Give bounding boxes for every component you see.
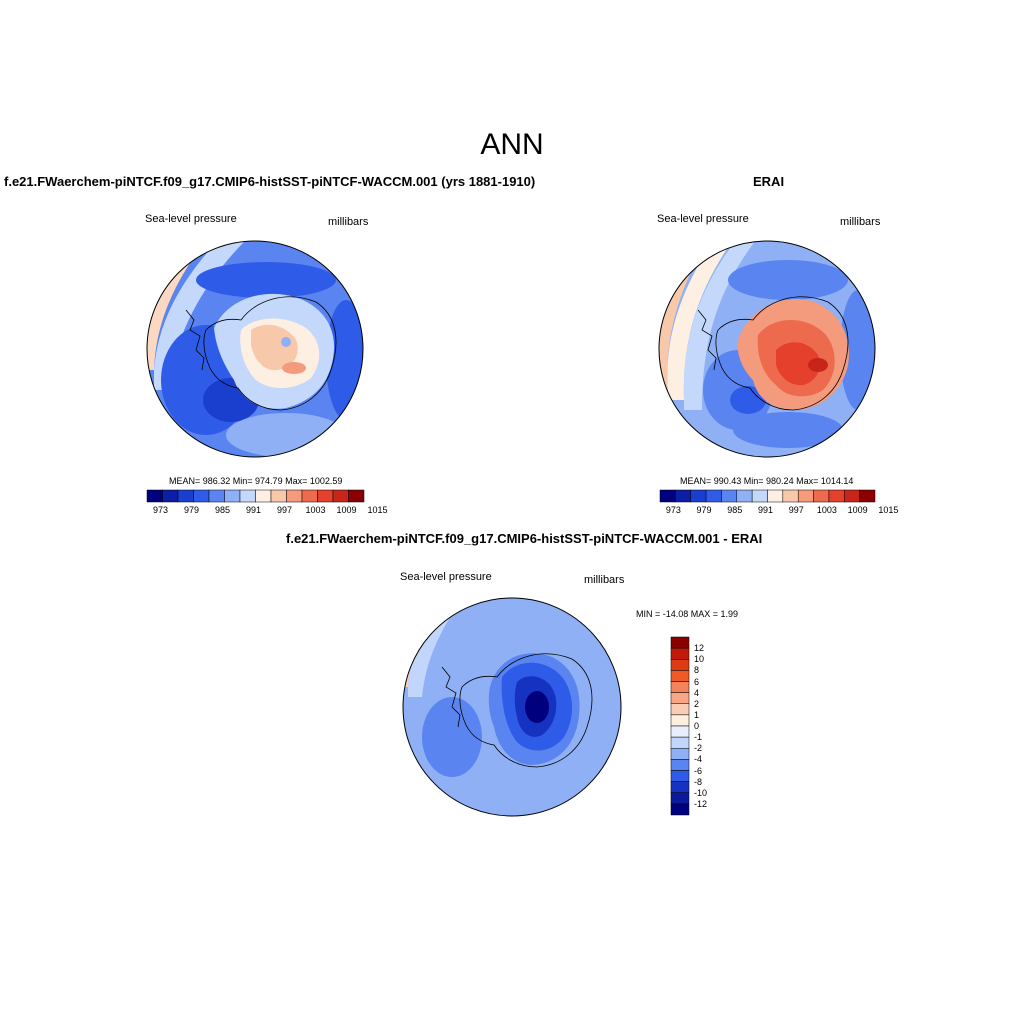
diff-colorbar-swatch	[670, 781, 690, 793]
model-colorbar-tick-label: 1003	[305, 505, 326, 515]
diff-panel-title: f.e21.FWaerchem-piNTCF.f09_g17.CMIP6-his…	[286, 531, 763, 546]
diff-colorbar-swatch	[670, 736, 690, 749]
model-units-label: millibars	[328, 216, 369, 228]
diff-colorbar-tick-label: -12	[694, 798, 708, 809]
diff-colorbar-tick-label: 2	[694, 698, 700, 709]
model-variable-label: Sea-level pressure	[145, 213, 237, 225]
model-colorbar-tick-label: 985	[214, 505, 231, 515]
obs-colorbar-swatch	[782, 489, 799, 503]
diff-colorbar-swatch	[670, 714, 690, 727]
diff-colorbar-swatch	[670, 770, 690, 782]
diff-stats: MIN = -14.08 MAX = 1.99	[636, 609, 739, 619]
diff-colorbar-tick-label: -1	[694, 732, 703, 743]
diff-polar-map	[402, 597, 622, 817]
diff-units-label: millibars	[584, 574, 625, 586]
model-colorbar-swatch	[301, 489, 318, 503]
obs-colorbar-swatch	[844, 489, 860, 503]
model-colorbar-swatch	[270, 489, 287, 503]
diff-colorbar-tick-label: -10	[694, 787, 708, 798]
obs-colorbar-swatch	[813, 489, 830, 503]
obs-colorbar-swatch	[751, 489, 768, 503]
obs-colorbar-swatch	[797, 489, 814, 503]
diff-colorbar-swatch	[670, 692, 690, 704]
obs-variable-label: Sea-level pressure	[657, 213, 749, 225]
model-colorbar-swatch	[255, 489, 272, 503]
diff-colorbar-tick-label: -2	[694, 743, 703, 754]
obs-colorbar-swatch	[721, 489, 738, 503]
model-colorbar-swatch	[332, 489, 349, 503]
diff-colorbar-swatch	[670, 748, 690, 760]
diff-colorbar-swatch	[670, 703, 690, 716]
obs-colorbar-tick-label: 991	[757, 505, 774, 515]
model-colorbar-labels: 973 979 985 991 997 1003 1009 1015	[147, 505, 388, 517]
diff-colorbar-tick-label: -4	[694, 754, 703, 765]
diff-colorbar-labels: 12 10 8 6 4 2 1 0 -1 -2 -4 -6 -8 -10 -12	[692, 637, 732, 815]
model-colorbar-tick-label: 1009	[336, 505, 357, 515]
obs-panel-title: ERAI	[753, 174, 785, 189]
obs-colorbar	[659, 489, 876, 503]
figure-title: ANN	[480, 128, 544, 161]
obs-colorbar-swatch	[859, 489, 876, 503]
model-panel-title: f.e21.FWaerchem-piNTCF.f09_g17.CMIP6-his…	[4, 174, 536, 189]
diff-colorbar-tick-label: -8	[694, 776, 703, 787]
obs-colorbar-swatch	[828, 489, 845, 503]
diff-colorbar-swatch	[670, 792, 690, 805]
diff-colorbar-swatch	[670, 725, 690, 738]
model-polar-map	[146, 240, 364, 458]
model-colorbar-tick-label: 991	[245, 505, 262, 515]
diff-colorbar-tick-label: -6	[694, 765, 703, 776]
diff-colorbar-swatch	[670, 670, 690, 682]
model-colorbar-swatch	[348, 489, 365, 503]
diff-colorbar-tick-label: 10	[694, 654, 705, 665]
model-stats: MEAN= 986.32 Min= 974.79 Max= 1002.59	[169, 476, 343, 486]
model-colorbar-tick-label: 1015	[367, 505, 388, 515]
diff-colorbar-tick-label: 12	[694, 643, 705, 654]
model-colorbar-tick-label: 979	[183, 505, 200, 515]
obs-colorbar-tick-label: 979	[696, 505, 712, 515]
diff-colorbar-tick-label: 6	[694, 676, 700, 687]
diff-colorbar-tick-label: 1	[694, 709, 700, 720]
obs-colorbar-swatch	[690, 489, 707, 503]
model-colorbar-tick-label: 997	[276, 505, 293, 515]
obs-colorbar-tick-label: 1009	[847, 505, 868, 515]
diff-colorbar-swatch	[670, 636, 690, 649]
diff-colorbar	[670, 636, 690, 816]
obs-colorbar-tick-label: 973	[665, 505, 681, 515]
diff-colorbar-swatch	[670, 759, 690, 771]
model-colorbar-swatch	[146, 489, 163, 503]
obs-colorbar-labels: 973 979 985 991 997 1003 1009 1015	[660, 505, 899, 517]
diff-colorbar-tick-label: 0	[694, 721, 700, 731]
diff-colorbar-tick-label: 4	[694, 687, 700, 698]
diff-colorbar-tick-label: 8	[694, 665, 700, 676]
model-colorbar-swatch	[239, 489, 256, 503]
diff-colorbar-swatch	[670, 681, 690, 693]
model-colorbar-swatch	[224, 489, 241, 503]
diff-colorbar-swatch	[670, 647, 690, 660]
obs-colorbar-swatch	[705, 489, 722, 503]
obs-colorbar-tick-label: 1003	[816, 505, 837, 515]
obs-stats: MEAN= 990.43 Min= 980.24 Max= 1014.14	[680, 476, 854, 486]
obs-colorbar-swatch	[675, 489, 691, 503]
model-colorbar-swatch	[177, 489, 194, 503]
obs-colorbar-swatch	[659, 489, 676, 503]
obs-colorbar-tick-label: 1015	[878, 505, 899, 515]
obs-colorbar-tick-label: 985	[727, 505, 743, 515]
obs-colorbar-tick-label: 997	[788, 505, 804, 515]
model-colorbar-swatch	[317, 489, 334, 503]
diff-colorbar-swatch	[670, 803, 690, 816]
model-colorbar-swatch	[193, 489, 210, 503]
model-colorbar-swatch	[162, 489, 179, 503]
model-colorbar-swatch	[286, 489, 303, 503]
model-colorbar-swatch	[208, 489, 225, 503]
model-colorbar	[146, 489, 365, 503]
obs-colorbar-swatch	[736, 489, 753, 503]
obs-polar-map	[658, 240, 876, 458]
obs-colorbar-swatch	[767, 489, 784, 503]
model-colorbar-tick-label: 973	[152, 505, 169, 515]
diff-variable-label: Sea-level pressure	[400, 571, 492, 583]
diff-colorbar-swatch	[670, 659, 690, 671]
obs-units-label: millibars	[840, 216, 881, 228]
